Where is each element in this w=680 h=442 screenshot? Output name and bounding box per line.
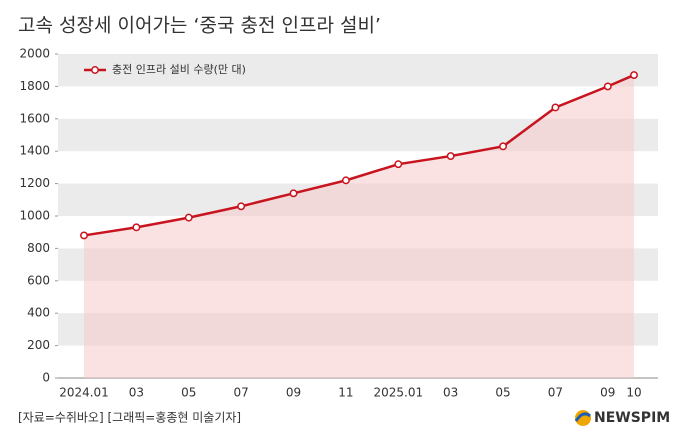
y-tick-label: 2000 (19, 47, 50, 61)
marker (80, 231, 88, 240)
y-tick-label: 1000 (19, 209, 50, 223)
marker (184, 213, 193, 222)
legend-label: 충전 인프라 설비 수량(만 대) (112, 63, 246, 76)
logo-swoosh (574, 412, 591, 422)
marker (132, 223, 141, 232)
x-tick-label: 05 (181, 386, 196, 400)
marker (446, 152, 455, 161)
legend-marker (91, 66, 99, 74)
line (83, 73, 635, 237)
marker (630, 71, 638, 80)
source: [자료=수쥐바오] [그래픽=홍종현 미술기자] (18, 411, 241, 425)
logo: NEWSPIM (594, 410, 670, 426)
marker (603, 82, 612, 91)
area (84, 75, 634, 378)
x-tick-label: 03 (129, 386, 144, 400)
chart-title: 고속 성장세 이어가는 ‘중국 충전 인프라 설비’ (18, 15, 381, 37)
marker (341, 176, 350, 185)
y-tick-label: 800 (27, 241, 50, 255)
marker (499, 142, 507, 151)
y-tick-label: 0 (42, 371, 50, 385)
y-tick-label: 1600 (19, 111, 50, 125)
grid-band (58, 54, 658, 87)
x-tick-label: 07 (234, 386, 249, 400)
x-tick-label: 03 (443, 386, 458, 400)
y-tick-label: 1400 (19, 144, 50, 158)
x-tick-label: 07 (548, 386, 563, 400)
x-tick-label: 09 (286, 386, 301, 400)
marker (289, 189, 298, 198)
y-tick-label: 400 (27, 306, 50, 320)
x-tick-label: 11 (338, 386, 353, 400)
marker (551, 103, 560, 112)
x-tick-label: 05 (495, 386, 510, 400)
x-tick-label: 09 (600, 386, 615, 400)
x-tick-label: 10 (626, 386, 641, 400)
x-tick-label: 2025.01 (373, 386, 423, 400)
y-tick-label: 1800 (19, 79, 50, 93)
y-tick-label: 1200 (19, 176, 50, 190)
marker (237, 202, 246, 211)
y-tick-label: 200 (27, 338, 50, 352)
x-tick-label: 2024.01 (59, 386, 109, 400)
y-tick-label: 600 (27, 273, 50, 287)
marker (394, 160, 403, 169)
